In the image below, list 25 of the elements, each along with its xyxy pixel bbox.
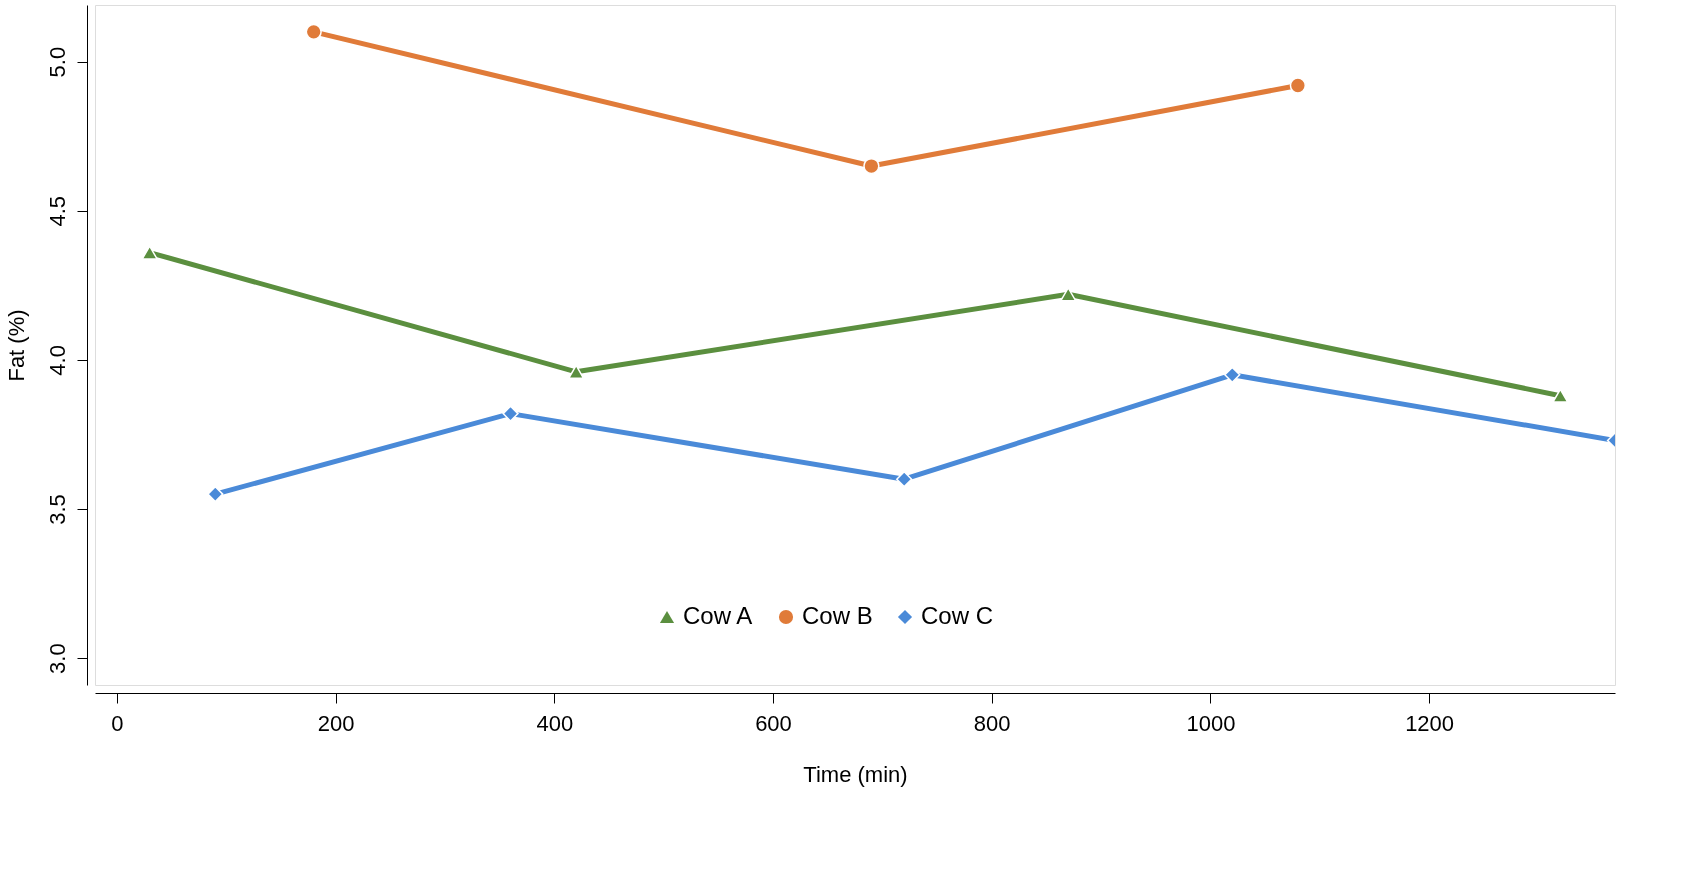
point [896, 471, 913, 488]
x-tick-label: 1000 [1186, 710, 1236, 736]
point [141, 245, 158, 260]
y-tick-label: 3.0 [44, 643, 70, 674]
x-tick-label: 1200 [1405, 710, 1455, 736]
x-tick-label: 0 [111, 710, 124, 736]
x-tick-label: 600 [755, 710, 792, 736]
legend-label: Cow C [921, 602, 994, 629]
x-tick-label: 200 [317, 710, 355, 736]
point [863, 157, 880, 175]
y-tick-label: 4.0 [44, 345, 70, 376]
point [1289, 77, 1307, 94]
legend-label: Cow A [683, 602, 753, 629]
x-tick-label: 400 [536, 710, 574, 736]
x-axis-title: Time (min) [803, 761, 908, 787]
x-tick-label: 800 [973, 710, 1011, 736]
y-tick-label: 3.5 [44, 494, 70, 525]
point [1224, 366, 1241, 383]
y-tick-label: 5.0 [44, 46, 70, 78]
point [305, 23, 322, 40]
point [502, 405, 519, 422]
legend-label: Cow B [802, 602, 873, 629]
y-axis-title: Fat (%) [3, 309, 29, 382]
y-tick-label: 4.5 [44, 195, 70, 227]
point [1060, 287, 1077, 302]
